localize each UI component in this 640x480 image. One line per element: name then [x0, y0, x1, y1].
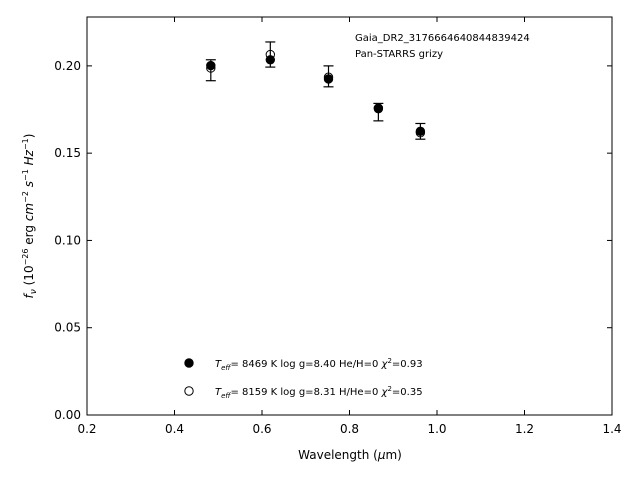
data-point-open [265, 49, 276, 60]
y-tick-label: 0.10 [54, 233, 81, 247]
data-point-open [323, 72, 334, 82]
x-tick-label: 0.6 [252, 422, 271, 436]
y-tick-label: 0.05 [54, 321, 81, 335]
x-axis-title: Wavelength (μm) [298, 448, 402, 462]
data-point-filled [206, 60, 216, 71]
data-point-filled [265, 55, 276, 65]
y-tick-label: 0.20 [54, 59, 81, 73]
legend-marker-open [184, 386, 194, 396]
survey-annotation: Pan-STARRS grizy [355, 49, 443, 60]
x-tick-label: 1.2 [515, 422, 534, 436]
plot-frame [86, 16, 613, 416]
x-tick-label: 0.4 [165, 422, 184, 436]
legend: Teff= 8469 K log g=8.40 He/H=0 χ2=0.93 T… [184, 357, 423, 400]
legend-entry-1: Teff= 8469 K log g=8.40 He/H=0 χ2=0.93 [215, 357, 423, 372]
legend-marker-filled [184, 358, 194, 368]
y-tick-label: 0.00 [54, 408, 81, 422]
data-point-open [206, 63, 216, 73]
y-axis-title: fν (10−26 erg cm−2 s−1 Hz−1) [21, 134, 39, 299]
y-tick-label: 0.15 [54, 146, 81, 160]
object-id-annotation: Gaia_DR2_3176664640844839424 [355, 33, 530, 44]
legend-entry-2: Teff= 8159 K log g=8.31 H/He=0 χ2=0.35 [215, 385, 423, 400]
data-point-open [373, 103, 384, 114]
x-tick-label: 1.4 [602, 422, 621, 436]
x-tick-label: 0.8 [340, 422, 359, 436]
tick-group: 0.2 0.4 0.6 0.8 1.0 1.2 1.4 0.00 0.05 0.10 0.15 0.2… [54, 17, 622, 436]
marker-group [206, 49, 426, 138]
data-point-open [415, 128, 426, 138]
x-tick-label: 0.2 [77, 422, 96, 436]
x-tick-label: 1.0 [427, 422, 446, 436]
